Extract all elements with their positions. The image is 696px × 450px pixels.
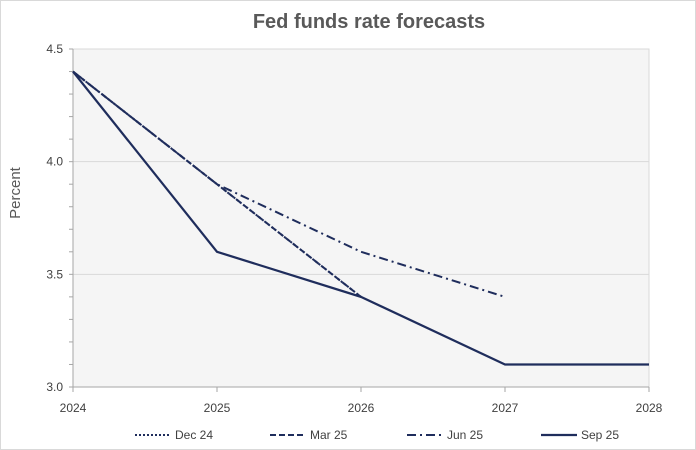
x-tick-label: 2024: [60, 401, 87, 415]
x-tick-labels: 2024 2025 2026 2027 2028: [60, 401, 663, 415]
legend: Dec 24 Mar 25 Jun 25 Sep 25: [135, 428, 619, 442]
legend-label: Dec 24: [175, 428, 213, 442]
x-tick-label: 2026: [348, 401, 375, 415]
y-tick-label: 3.5: [46, 267, 63, 281]
legend-label: Jun 25: [447, 428, 483, 442]
x-tick-label: 2027: [492, 401, 519, 415]
axes: [69, 48, 650, 392]
series-line: [72, 70, 649, 366]
gridlines: [73, 161, 649, 275]
series-line: [72, 70, 362, 298]
legend-label: Mar 25: [310, 428, 348, 442]
chart-title: Fed funds rate forecasts: [253, 11, 485, 33]
plot-area: [72, 48, 650, 388]
legend-label: Sep 25: [581, 428, 619, 442]
y-axis-label: Percent: [7, 166, 24, 219]
y-tick-label: 4.0: [46, 155, 63, 169]
y-tick-label: 4.5: [46, 42, 63, 56]
y-tick-labels: 3.0 3.5 4.0 4.5: [46, 42, 63, 394]
series-layer: [72, 70, 649, 366]
x-tick-label: 2025: [204, 401, 231, 415]
y-tick-label: 3.0: [46, 380, 63, 394]
x-tick-label: 2028: [636, 401, 663, 415]
